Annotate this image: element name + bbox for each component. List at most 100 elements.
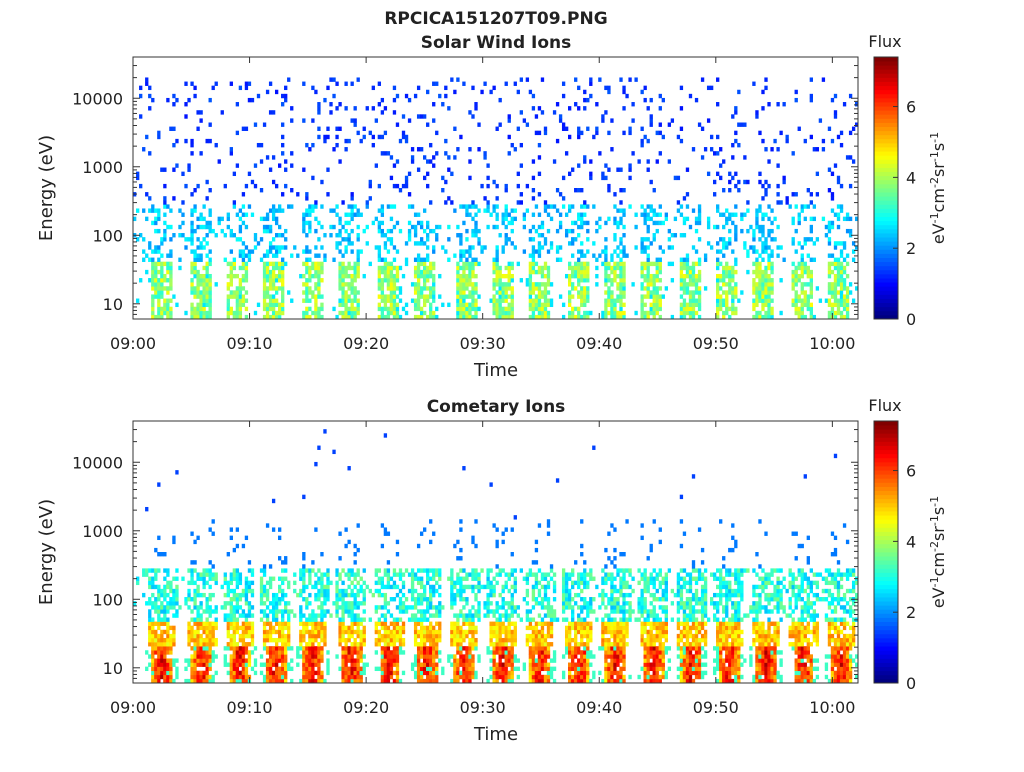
- heatmap-cell: [429, 638, 432, 642]
- heatmap-cell: [807, 270, 810, 274]
- heatmap-cell: [354, 307, 357, 311]
- heatmap-cell: [429, 519, 432, 523]
- heatmap-cell: [656, 294, 659, 298]
- heatmap-cell: [616, 299, 619, 303]
- heatmap-cell: [390, 290, 393, 294]
- heatmap-cell: [798, 262, 801, 266]
- heatmap-cell: [178, 605, 181, 609]
- heatmap-cell: [734, 307, 737, 311]
- heatmap-cell: [644, 208, 647, 212]
- heatmap-cell: [166, 290, 169, 294]
- heatmap-cell: [420, 642, 423, 646]
- heatmap-cell: [260, 663, 263, 667]
- heatmap-cell: [193, 290, 196, 294]
- heatmap-cell: [384, 667, 387, 671]
- heatmap-cell: [157, 282, 160, 286]
- heatmap-cell: [157, 482, 160, 486]
- heatmap-cell: [375, 245, 378, 249]
- heatmap-cell: [508, 282, 511, 286]
- heatmap-cell: [508, 213, 511, 217]
- heatmap-cell: [378, 618, 381, 622]
- heatmap-cell: [305, 278, 308, 282]
- heatmap-cell: [680, 303, 683, 307]
- colorbar-segment: [874, 303, 898, 307]
- heatmap-cell: [206, 568, 209, 572]
- heatmap-cell: [722, 188, 725, 192]
- heatmap-cell: [429, 663, 432, 667]
- heatmap-cell: [583, 204, 586, 208]
- heatmap-cell: [199, 605, 202, 609]
- heatmap-cell: [263, 254, 266, 258]
- heatmap-cell: [206, 196, 209, 200]
- heatmap-cell: [302, 613, 305, 617]
- heatmap-cell: [314, 527, 317, 531]
- heatmap-cell: [278, 278, 281, 282]
- heatmap-cell: [456, 626, 459, 630]
- heatmap-cell: [550, 282, 553, 286]
- heatmap-cell: [166, 278, 169, 282]
- heatmap-cell: [354, 638, 357, 642]
- heatmap-cell: [308, 568, 311, 572]
- heatmap-cell: [384, 675, 387, 679]
- heatmap-cell: [160, 605, 163, 609]
- heatmap-cell: [284, 184, 287, 188]
- heatmap-cell: [163, 654, 166, 658]
- heatmap-cell: [154, 585, 157, 589]
- heatmap-cell: [574, 262, 577, 266]
- heatmap-cell: [671, 245, 674, 249]
- heatmap-cell: [269, 577, 272, 581]
- heatmap-cell: [323, 572, 326, 576]
- heatmap-cell: [233, 577, 236, 581]
- heatmap-cell: [202, 266, 205, 270]
- heatmap-cell: [402, 581, 405, 585]
- heatmap-cell: [456, 311, 459, 315]
- heatmap-cell: [224, 572, 227, 576]
- heatmap-cell: [263, 303, 266, 307]
- heatmap-cell: [565, 213, 568, 217]
- heatmap-cell: [420, 270, 423, 274]
- y-tick-label: 10000: [72, 89, 123, 108]
- heatmap-cell: [351, 618, 354, 622]
- heatmap-cell: [429, 597, 432, 601]
- heatmap-cell: [553, 159, 556, 163]
- heatmap-cell: [199, 311, 202, 315]
- heatmap-cell: [547, 303, 550, 307]
- heatmap-cell: [849, 155, 852, 159]
- heatmap-cell: [644, 311, 647, 315]
- heatmap-cell: [199, 294, 202, 298]
- heatmap-cell: [251, 572, 254, 576]
- heatmap-cell: [248, 254, 251, 258]
- heatmap-cell: [172, 540, 175, 544]
- heatmap-cell: [275, 266, 278, 270]
- heatmap-cell: [728, 213, 731, 217]
- heatmap-cell: [233, 172, 236, 176]
- heatmap-cell: [834, 286, 837, 290]
- heatmap-cell: [272, 597, 275, 601]
- heatmap-cell: [828, 127, 831, 131]
- heatmap-cell: [828, 311, 831, 315]
- heatmap-cell: [396, 663, 399, 667]
- heatmap-cell: [843, 299, 846, 303]
- heatmap-cell: [837, 262, 840, 266]
- heatmap-cell: [538, 131, 541, 135]
- heatmap-cell: [477, 123, 480, 127]
- heatmap-cell: [819, 299, 822, 303]
- heatmap-cell: [148, 196, 151, 200]
- heatmap-cell: [227, 303, 230, 307]
- heatmap-cell: [505, 241, 508, 245]
- heatmap-cell: [202, 307, 205, 311]
- heatmap-cell: [432, 294, 435, 298]
- heatmap-cell: [450, 642, 453, 646]
- heatmap-cell: [722, 237, 725, 241]
- heatmap-cell: [199, 213, 202, 217]
- heatmap-cell: [347, 299, 350, 303]
- heatmap-cell: [263, 601, 266, 605]
- heatmap-cell: [227, 601, 230, 605]
- heatmap-cell: [202, 245, 205, 249]
- heatmap-cell: [363, 634, 366, 638]
- heatmap-cell: [227, 552, 230, 556]
- heatmap-cell: [239, 254, 242, 258]
- heatmap-cell: [499, 311, 502, 315]
- heatmap-cell: [163, 667, 166, 671]
